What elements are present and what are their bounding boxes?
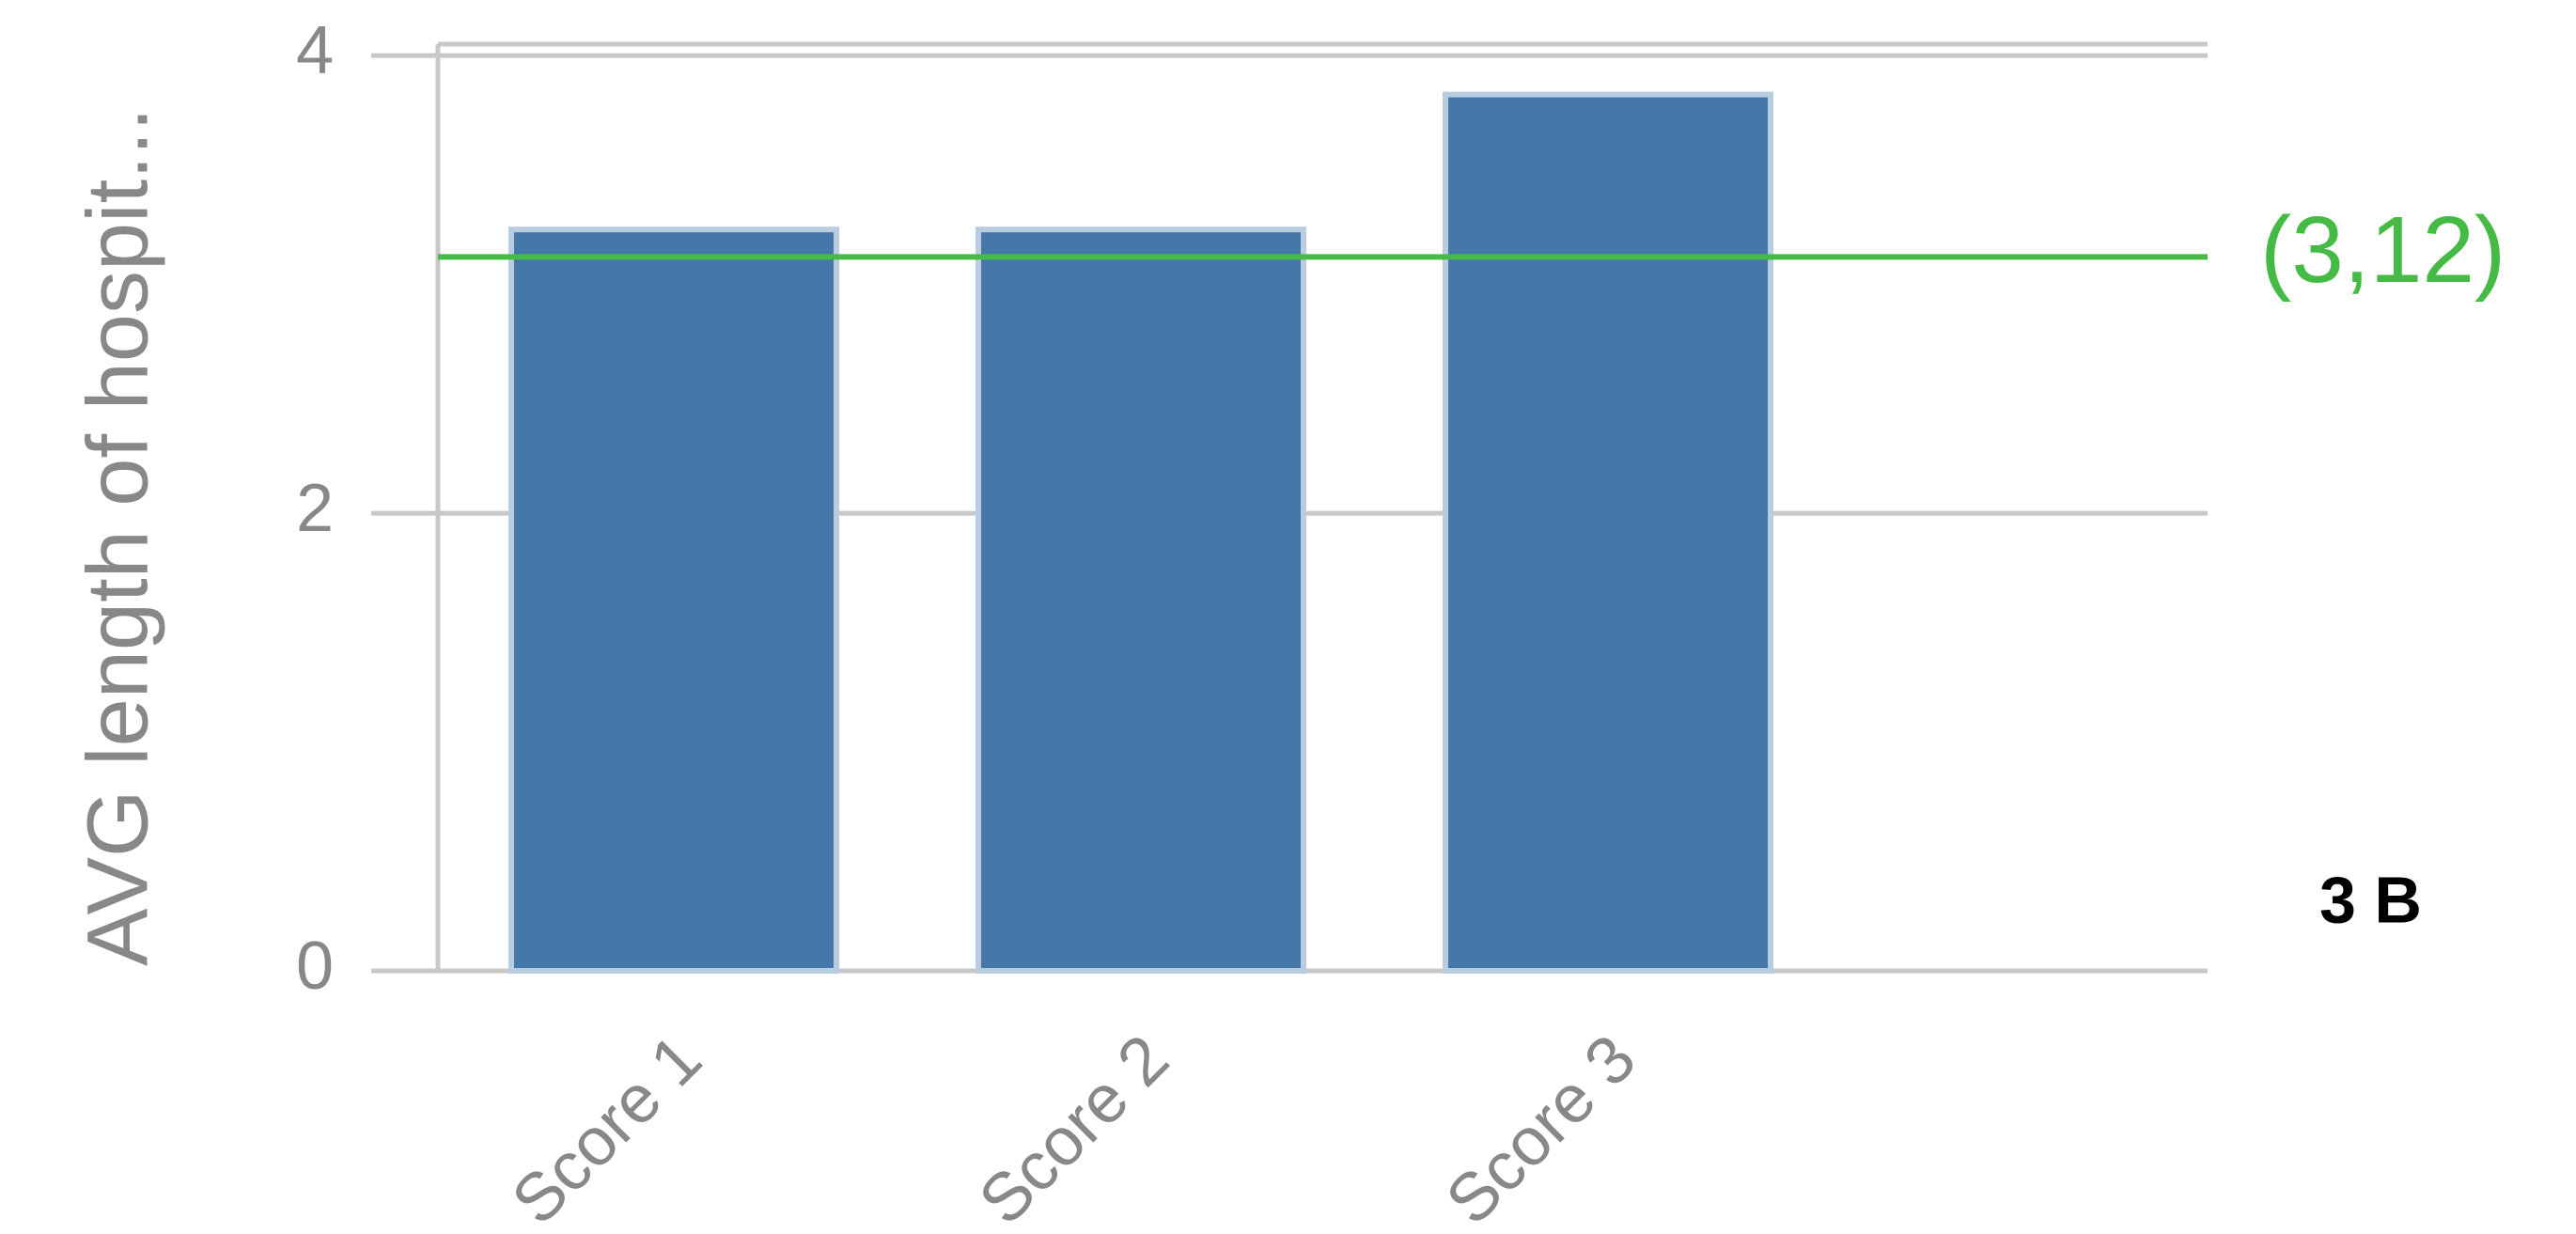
x-tick-label: Score 1 [498, 1021, 716, 1234]
x-tick-label: Score 2 [965, 1021, 1183, 1234]
y-tick-label: 0 [296, 929, 334, 1004]
bar [976, 226, 1306, 974]
y-tick-label: 2 [296, 471, 334, 546]
bar [1443, 91, 1773, 975]
y-tick-label: 4 [296, 13, 334, 88]
annotation: 3 B [2319, 863, 2422, 936]
bar [508, 226, 839, 974]
y-axis-title: AVG length of hospit... [70, 107, 165, 966]
x-tick-label: Score 3 [1432, 1021, 1650, 1234]
reference-label: (3,12) [2260, 197, 2506, 303]
